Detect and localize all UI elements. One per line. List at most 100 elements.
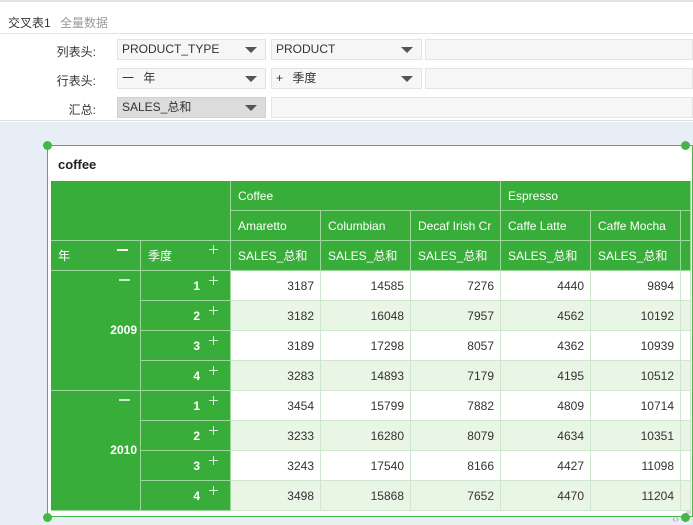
quarter-cell[interactable]: 2 (141, 301, 231, 331)
plus-icon[interactable] (209, 336, 218, 345)
quarter-label: 4 (193, 489, 200, 503)
minus-icon[interactable] (117, 249, 128, 251)
summary-field-label: SALES_总和 (122, 100, 192, 114)
config-panel: 列表头: PRODUCT_TYPE PRODUCT 行表头: 一 年 + 季度 … (0, 35, 693, 121)
plus-icon[interactable] (209, 456, 218, 465)
row-field-quarter[interactable]: + 季度 (271, 68, 422, 89)
column-field-product-type[interactable]: PRODUCT_TYPE (117, 39, 266, 60)
product-header[interactable]: Caffe Mocha (591, 211, 681, 241)
plus-icon[interactable] (209, 306, 218, 315)
plus-icon[interactable] (209, 276, 218, 285)
value-cell: 7957 (411, 301, 501, 331)
resize-handle-bottom-right[interactable] (681, 513, 690, 522)
row-field-year[interactable]: 一 年 (117, 68, 266, 89)
quarter-label: 2 (193, 309, 200, 323)
product-header-overflow (681, 211, 691, 241)
plus-icon[interactable] (209, 396, 218, 405)
column-drop-zone[interactable] (425, 39, 693, 60)
tab-all-data[interactable]: 全量数据 (60, 16, 109, 30)
value-cell: 4362 (501, 331, 591, 361)
value-cell: 4634 (501, 421, 591, 451)
measure-header[interactable]: SALES_总和 (501, 241, 591, 271)
product-type-header[interactable]: Espresso (501, 181, 691, 211)
resize-handle-bottom-left[interactable] (43, 513, 52, 522)
value-cell: 8057 (411, 331, 501, 361)
plus-icon[interactable] (209, 426, 218, 435)
value-cell: 16048 (321, 301, 411, 331)
quarter-label: 3 (193, 459, 200, 473)
chevron-down-icon[interactable] (401, 47, 413, 53)
value-cell: 4440 (501, 271, 591, 301)
resize-handle-top-left[interactable] (43, 141, 52, 150)
plus-icon[interactable] (209, 366, 218, 375)
plus-icon[interactable] (209, 245, 218, 254)
minus-icon[interactable] (119, 399, 130, 401)
tab-crosstab1[interactable]: 交叉表1 (8, 16, 51, 30)
value-cell: 4809 (501, 391, 591, 421)
value-cell: 4195 (501, 361, 591, 391)
value-cell-overflow (681, 301, 691, 331)
value-cell-overflow (681, 271, 691, 301)
product-header[interactable]: Caffe Latte (501, 211, 591, 241)
summary-field[interactable]: SALES_总和 (117, 97, 266, 118)
value-cell-overflow (681, 331, 691, 361)
chevron-down-icon[interactable] (245, 105, 257, 111)
value-cell: 3233 (231, 421, 321, 451)
value-cell: 8166 (411, 451, 501, 481)
quarter-cell[interactable]: 1 (141, 271, 231, 301)
chevron-down-icon[interactable] (401, 76, 413, 82)
product-header[interactable]: Amaretto (231, 211, 321, 241)
value-cell: 7179 (411, 361, 501, 391)
quarter-cell[interactable]: 4 (141, 361, 231, 391)
value-cell: 15868 (321, 481, 411, 511)
value-cell: 3243 (231, 451, 321, 481)
value-cell: 11098 (591, 451, 681, 481)
chevron-down-icon[interactable] (245, 76, 257, 82)
product-header[interactable]: Decaf Irish Cr (411, 211, 501, 241)
quarter-cell[interactable]: 3 (141, 331, 231, 361)
year-cell[interactable]: 2009 (51, 271, 141, 391)
column-field-product[interactable]: PRODUCT (271, 39, 422, 60)
value-cell: 16280 (321, 421, 411, 451)
measure-header[interactable]: SALES_总和 (411, 241, 501, 271)
value-cell-overflow (681, 451, 691, 481)
measure-header[interactable]: SALES_总和 (231, 241, 321, 271)
widget-title: coffee (58, 157, 97, 172)
value-cell: 7882 (411, 391, 501, 421)
resize-handle-top-right[interactable] (681, 141, 690, 150)
value-cell: 10512 (591, 361, 681, 391)
chevron-down-icon[interactable] (245, 47, 257, 53)
value-cell: 14893 (321, 361, 411, 391)
value-cell: 14585 (321, 271, 411, 301)
value-cell: 7276 (411, 271, 501, 301)
value-cell-overflow (681, 481, 691, 511)
value-cell: 3454 (231, 391, 321, 421)
row-dim-header-quarter[interactable]: 季度 (141, 241, 231, 271)
quarter-cell[interactable]: 4 (141, 481, 231, 511)
value-cell: 4427 (501, 451, 591, 481)
value-cell: 9894 (591, 271, 681, 301)
row-field-label: 年 (143, 71, 156, 85)
row-dim-header-year[interactable]: 年 (51, 241, 141, 271)
plus-icon[interactable] (209, 486, 218, 495)
product-header[interactable]: Columbian (321, 211, 411, 241)
value-cell-overflow (681, 391, 691, 421)
minus-icon[interactable] (119, 279, 130, 281)
value-cell: 11204 (591, 481, 681, 511)
summary-drop-zone[interactable] (271, 97, 693, 118)
quarter-cell[interactable]: 2 (141, 421, 231, 451)
minus-icon[interactable]: 一 (122, 71, 135, 85)
value-cell: 17298 (321, 331, 411, 361)
plus-icon[interactable]: + (276, 71, 284, 85)
row-drop-zone[interactable] (425, 68, 693, 89)
year-cell[interactable]: 2010 (51, 391, 141, 511)
resize-arrows-icon[interactable]: ‹› (672, 514, 679, 525)
product-type-header[interactable]: Coffee (231, 181, 501, 211)
value-cell: 15799 (321, 391, 411, 421)
quarter-cell[interactable]: 1 (141, 391, 231, 421)
crosstab-widget[interactable]: coffee Coffee Espresso Amaretto Columbian De… (47, 145, 693, 517)
measure-header[interactable]: SALES_总和 (591, 241, 681, 271)
measure-header-overflow (681, 241, 691, 271)
measure-header[interactable]: SALES_总和 (321, 241, 411, 271)
quarter-cell[interactable]: 3 (141, 451, 231, 481)
